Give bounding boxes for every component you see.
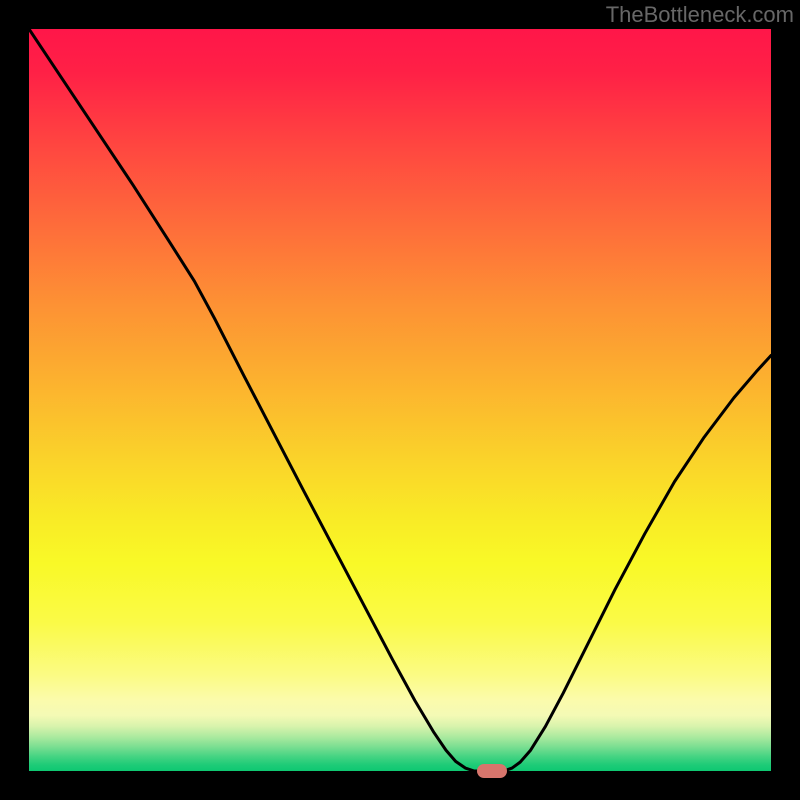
plot-area [29,29,771,771]
chart-container: TheBottleneck.com [0,0,800,800]
attribution-label: TheBottleneck.com [606,2,794,28]
bottleneck-curve [29,29,771,771]
optimal-point-marker [477,764,507,777]
